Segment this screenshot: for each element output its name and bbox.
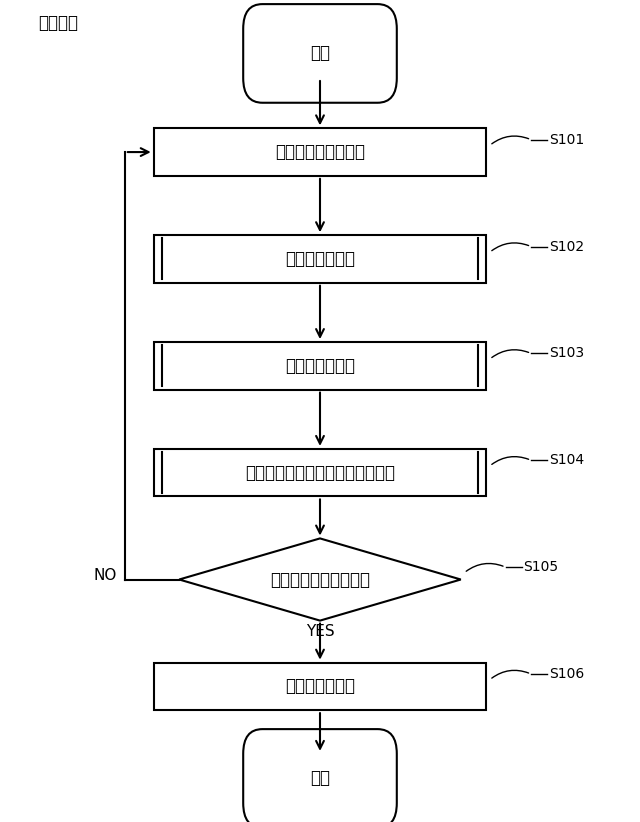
FancyArrowPatch shape	[492, 243, 529, 251]
FancyBboxPatch shape	[154, 449, 486, 496]
Text: S105: S105	[524, 560, 559, 575]
Text: S102: S102	[549, 239, 584, 254]
Text: 基底関数の評価・推定関数の生成: 基底関数の評価・推定関数の生成	[245, 464, 395, 482]
FancyArrowPatch shape	[492, 350, 529, 358]
Text: S101: S101	[549, 132, 584, 147]
Text: S106: S106	[549, 667, 584, 681]
Text: 推定関数の出力: 推定関数の出力	[285, 677, 355, 695]
FancyBboxPatch shape	[154, 342, 486, 390]
Polygon shape	[179, 538, 461, 621]
FancyArrowPatch shape	[492, 457, 529, 464]
Text: （全体）: （全体）	[38, 14, 79, 32]
FancyArrowPatch shape	[492, 136, 529, 144]
FancyArrowPatch shape	[492, 671, 529, 678]
FancyBboxPatch shape	[243, 729, 397, 822]
Text: 学習用データの入力: 学習用データの入力	[275, 143, 365, 161]
Text: NO: NO	[94, 568, 117, 583]
Text: 開始: 開始	[310, 44, 330, 62]
Text: S103: S103	[549, 346, 584, 361]
Text: S104: S104	[549, 453, 584, 468]
FancyBboxPatch shape	[154, 128, 486, 176]
Text: YES: YES	[306, 624, 334, 639]
Text: 基底関数の生成: 基底関数の生成	[285, 250, 355, 268]
Text: 基底関数の計算: 基底関数の計算	[285, 357, 355, 375]
FancyArrowPatch shape	[466, 564, 503, 571]
FancyBboxPatch shape	[154, 663, 486, 710]
FancyBboxPatch shape	[243, 4, 397, 103]
FancyBboxPatch shape	[154, 235, 486, 283]
Text: 終了条件に達したか？: 終了条件に達したか？	[270, 570, 370, 589]
Text: 終了: 終了	[310, 769, 330, 787]
